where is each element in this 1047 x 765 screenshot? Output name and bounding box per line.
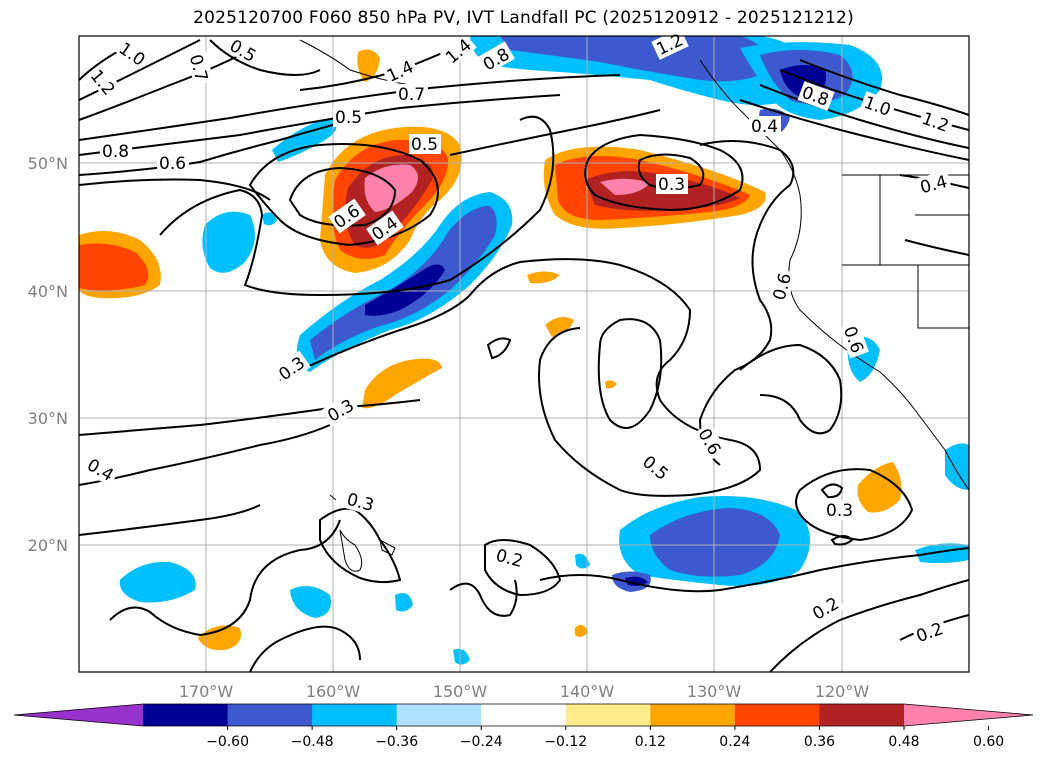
pos-anomaly-s7 [605, 380, 617, 389]
colorbar-tick-label: 0.60 [973, 734, 1004, 750]
lon-tick-label: 120°W [815, 682, 870, 701]
colorbar-tick-label: −0.48 [291, 734, 334, 750]
colorbar-segment [227, 704, 313, 726]
colorbar-segment [734, 704, 820, 726]
neg-anomaly-s3 [395, 592, 413, 612]
colorbar-segment [650, 704, 736, 726]
contour-label: 0.6 [159, 154, 186, 174]
lon-tick-label: 150°W [433, 682, 488, 701]
contour-label: 0.6 [770, 271, 796, 302]
neg-anomaly-small [262, 212, 277, 226]
contour-label: 0.2 [494, 546, 525, 572]
colorbar-extend-min [14, 704, 143, 726]
colorbar: −0.60 −0.48 −0.36 −0.24 −0.12 0.12 0.24 0.36 0.4… [13, 703, 1034, 750]
neg-anomaly-s1 [119, 561, 196, 603]
neg-anomaly-subtropical-3 [625, 576, 648, 586]
colorbar-tick-label: 0.12 [635, 734, 666, 750]
neg-anomaly-subtropical-mid [650, 508, 780, 577]
lon-tick-label: 170°W [179, 682, 234, 701]
colorbar-tick-label: −0.24 [460, 734, 503, 750]
neg-anomaly-s8 [575, 553, 590, 569]
pos-anomaly-ne-max [600, 178, 650, 195]
contour-label: 0.4 [918, 172, 949, 198]
colorbar-segment [819, 704, 905, 726]
colorbar-segment [143, 704, 229, 726]
colorbar-segment [396, 704, 482, 726]
lon-axis: 170°W 160°W 150°W 140°W 130°W 120°W [179, 682, 870, 701]
neg-anomaly-s5 [915, 543, 969, 564]
contour-label: 0.7 [398, 85, 425, 105]
neg-anomaly-s6 [945, 443, 969, 490]
pos-anomaly-s2 [545, 316, 574, 337]
contour-label: 0.3 [826, 501, 853, 521]
contour-label: 0.3 [658, 175, 685, 195]
pos-anomaly-s1 [362, 358, 442, 409]
lon-tick-label: 130°W [687, 682, 742, 701]
contour-label: 0.3 [345, 490, 376, 516]
colorbar-extend-max [904, 704, 1033, 726]
pos-anomaly-s5 [857, 462, 902, 513]
neg-anomaly-s4 [453, 648, 470, 665]
graticule [79, 36, 969, 672]
colorbar-segment [312, 704, 398, 726]
lat-tick-label: 20°N [28, 536, 68, 555]
contour-label: 0.5 [335, 108, 362, 128]
colorbar-tick-label: −0.36 [375, 734, 418, 750]
neg-anomaly-west [202, 211, 255, 273]
lat-tick-label: 50°N [28, 154, 68, 173]
colorbar-tick-label: 0.24 [719, 734, 750, 750]
lon-tick-label: 140°W [560, 682, 615, 701]
contour-label: 0.8 [102, 142, 129, 162]
lat-tick-label: 30°N [28, 409, 68, 428]
colorbar-tick-label: −0.12 [544, 734, 587, 750]
colorbar-segment [481, 704, 567, 726]
neg-anomaly-s2 [290, 586, 331, 618]
neg-anomaly-alaska-mid [500, 36, 770, 82]
map-frame [78, 35, 970, 673]
pv-contours [79, 39, 969, 672]
pos-anomaly-west-core [79, 243, 149, 291]
colorbar-tick-label: 0.36 [804, 734, 835, 750]
colorbar-tick-label: 0.48 [888, 734, 919, 750]
colorbar-outline [13, 703, 1034, 727]
pos-anomaly-s4 [198, 625, 241, 651]
map-title: 2025120700 F060 850 hPa PV, IVT Landfall… [193, 8, 854, 28]
contour-label: 0.5 [411, 135, 438, 155]
shaded-field [79, 36, 969, 665]
pos-anomaly-s6 [575, 624, 588, 637]
lat-tick-label: 40°N [28, 282, 68, 301]
contour-label: 0.4 [751, 117, 778, 137]
pos-anomaly-s3 [527, 271, 560, 284]
colorbar-tick-label: −0.60 [206, 734, 249, 750]
lat-axis: 50°N 40°N 30°N 20°N [28, 154, 68, 555]
colorbar-segment [565, 704, 651, 726]
lon-tick-label: 160°W [306, 682, 361, 701]
